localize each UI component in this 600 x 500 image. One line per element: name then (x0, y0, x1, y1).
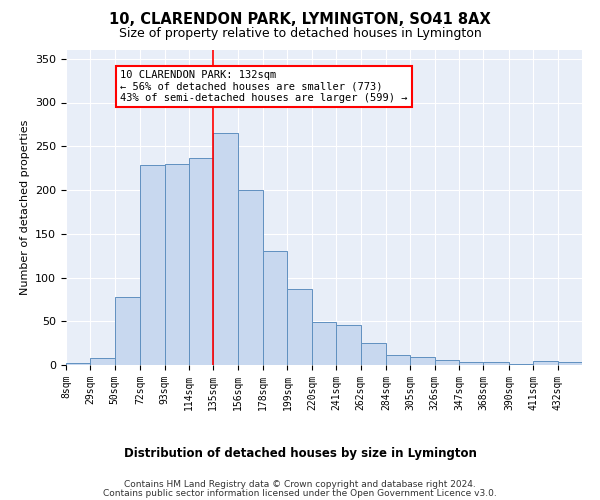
Bar (164, 164, 189, 365)
Bar (435, 360, 459, 365)
Bar (509, 364, 533, 365)
Bar (336, 325, 361, 365)
Bar (533, 360, 557, 365)
Bar (484, 362, 509, 365)
Bar (213, 133, 238, 365)
Bar (66, 363, 91, 365)
Text: 10, CLARENDON PARK, LYMINGTON, SO41 8AX: 10, CLARENDON PARK, LYMINGTON, SO41 8AX (109, 12, 491, 28)
Bar (361, 343, 386, 365)
Bar (238, 190, 263, 365)
Bar (386, 356, 410, 365)
Y-axis label: Number of detached properties: Number of detached properties (20, 120, 29, 295)
Text: Distribution of detached houses by size in Lymington: Distribution of detached houses by size … (124, 448, 476, 460)
Bar (263, 251, 287, 365)
Bar (557, 362, 582, 365)
Text: 10 CLARENDON PARK: 132sqm
← 56% of detached houses are smaller (773)
43% of semi: 10 CLARENDON PARK: 132sqm ← 56% of detac… (121, 70, 408, 103)
Bar (140, 164, 164, 365)
Bar (91, 358, 115, 365)
Text: Size of property relative to detached houses in Lymington: Size of property relative to detached ho… (119, 28, 481, 40)
Text: Contains public sector information licensed under the Open Government Licence v3: Contains public sector information licen… (103, 489, 497, 498)
Text: Contains HM Land Registry data © Crown copyright and database right 2024.: Contains HM Land Registry data © Crown c… (124, 480, 476, 489)
Bar (312, 322, 336, 365)
Bar (459, 362, 484, 365)
Bar (115, 296, 140, 365)
Bar (287, 289, 312, 365)
Bar (410, 357, 435, 365)
Bar (189, 158, 213, 365)
